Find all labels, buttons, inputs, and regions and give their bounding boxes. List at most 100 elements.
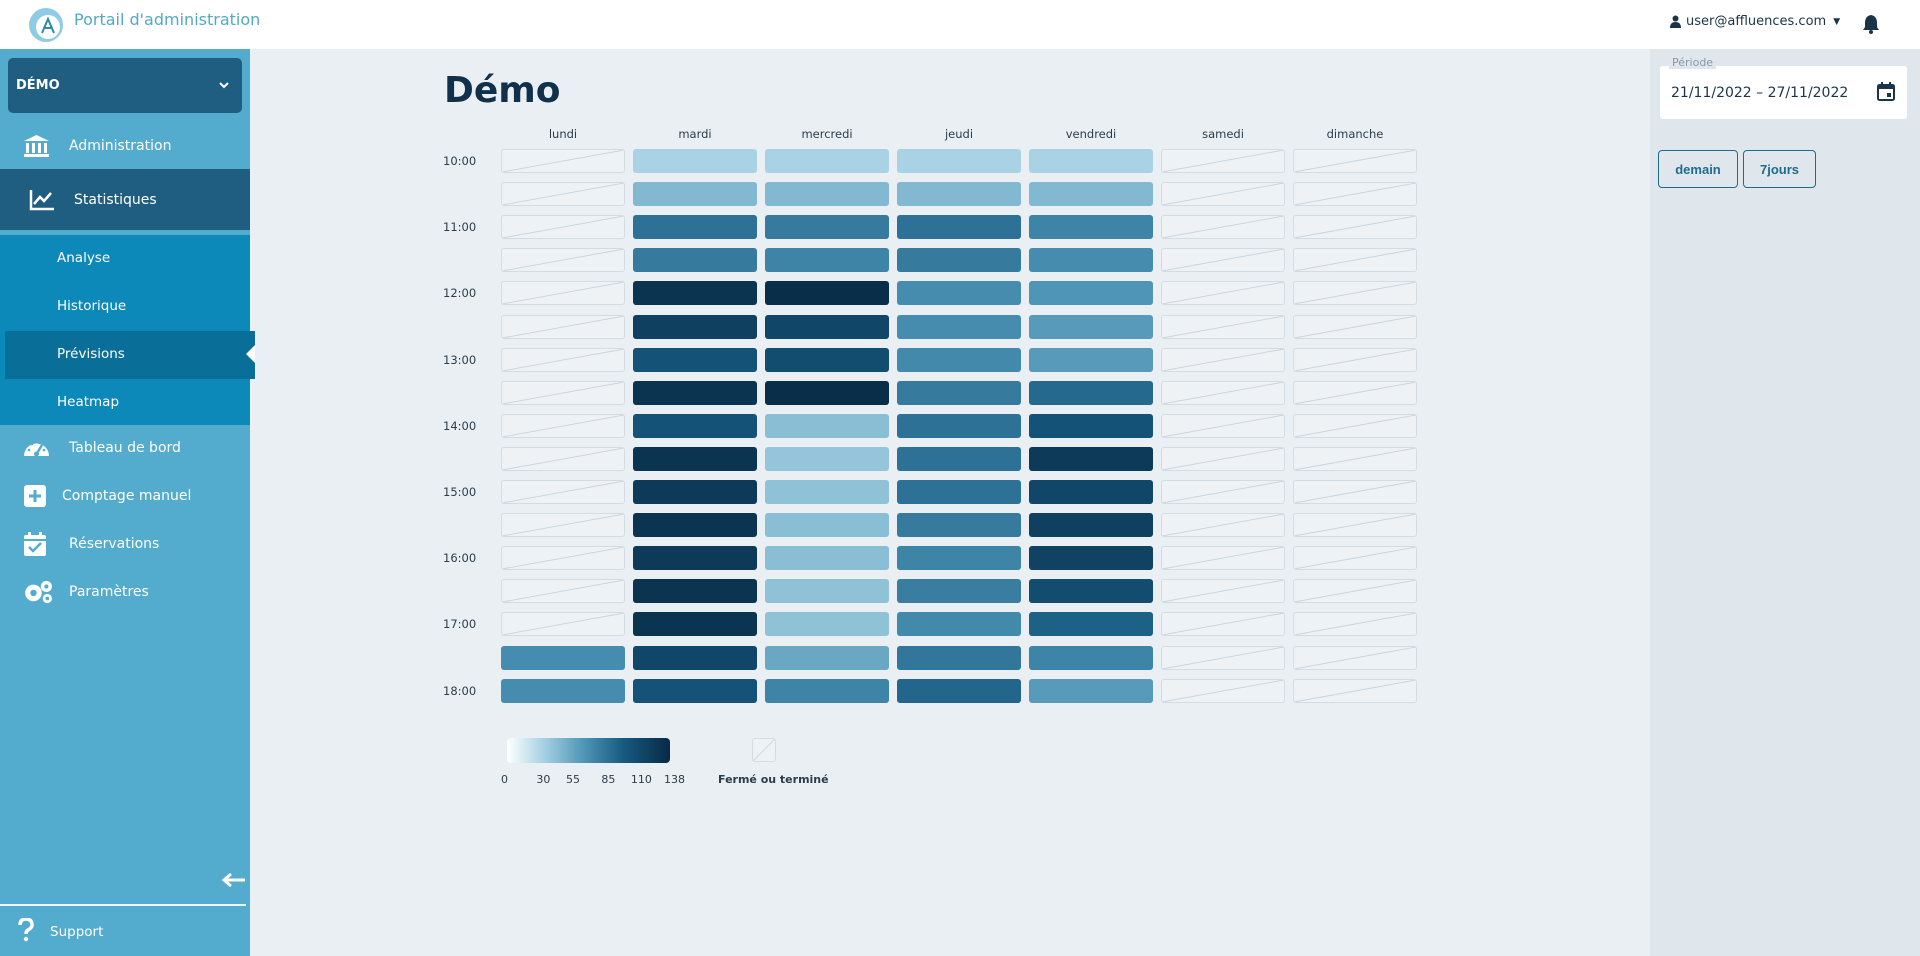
heatmap-cell[interactable]: [1029, 380, 1153, 405]
heatmap-cell[interactable]: [1029, 347, 1153, 372]
heatmap-cell[interactable]: [633, 480, 757, 504]
heatmap-cell-closed[interactable]: [1161, 347, 1285, 372]
heatmap-cell[interactable]: [633, 612, 757, 637]
heatmap-cell[interactable]: [501, 678, 625, 703]
heatmap-cell[interactable]: [897, 612, 1021, 637]
heatmap-cell[interactable]: [633, 347, 757, 372]
collapse-sidebar-arrow-icon[interactable]: [221, 872, 247, 888]
heatmap-cell-closed[interactable]: [501, 579, 625, 604]
heatmap-cell-closed[interactable]: [1161, 446, 1285, 471]
heatmap-cell-closed[interactable]: [501, 215, 625, 240]
heatmap-cell-closed[interactable]: [1293, 380, 1417, 405]
heatmap-cell[interactable]: [897, 149, 1021, 173]
heatmap-cell-closed[interactable]: [1293, 413, 1417, 438]
sidebar-item-administration[interactable]: Administration: [0, 124, 250, 168]
heatmap-cell-closed[interactable]: [1161, 513, 1285, 538]
heatmap-cell-closed[interactable]: [1161, 546, 1285, 571]
heatmap-cell[interactable]: [897, 182, 1021, 207]
heatmap-cell-closed[interactable]: [1293, 645, 1417, 670]
heatmap-cell[interactable]: [633, 413, 757, 438]
heatmap-cell[interactable]: [897, 413, 1021, 438]
heatmap-cell[interactable]: [633, 546, 757, 571]
heatmap-cell[interactable]: [1029, 182, 1153, 207]
heatmap-cell[interactable]: [765, 579, 889, 604]
heatmap-cell[interactable]: [765, 380, 889, 405]
heatmap-cell[interactable]: [897, 215, 1021, 240]
heatmap-cell[interactable]: [765, 446, 889, 471]
heatmap-cell[interactable]: [765, 215, 889, 240]
heatmap-cell-closed[interactable]: [501, 281, 625, 306]
sidebar-item-statistiques[interactable]: Statistiques: [0, 169, 250, 230]
heatmap-cell-closed[interactable]: [1161, 380, 1285, 405]
heatmap-cell[interactable]: [1029, 215, 1153, 240]
heatmap-cell-closed[interactable]: [501, 314, 625, 339]
heatmap-cell-closed[interactable]: [1161, 645, 1285, 670]
heatmap-cell-closed[interactable]: [1161, 281, 1285, 306]
heatmap-cell[interactable]: [765, 149, 889, 173]
user-menu[interactable]: user@affluences.com ▼: [1670, 14, 1840, 29]
heatmap-cell[interactable]: [633, 215, 757, 240]
heatmap-cell[interactable]: [765, 347, 889, 372]
heatmap-cell-closed[interactable]: [1293, 281, 1417, 306]
heatmap-cell-closed[interactable]: [501, 413, 625, 438]
heatmap-cell[interactable]: [765, 182, 889, 207]
heatmap-cell[interactable]: [1029, 314, 1153, 339]
heatmap-cell-closed[interactable]: [1161, 480, 1285, 504]
heatmap-cell[interactable]: [765, 480, 889, 504]
heatmap-cell[interactable]: [897, 314, 1021, 339]
heatmap-cell[interactable]: [1029, 678, 1153, 703]
heatmap-cell-closed[interactable]: [1161, 182, 1285, 207]
heatmap-cell-closed[interactable]: [501, 546, 625, 571]
heatmap-cell[interactable]: [897, 380, 1021, 405]
heatmap-cell[interactable]: [897, 546, 1021, 571]
heatmap-cell[interactable]: [897, 281, 1021, 306]
heatmap-cell-closed[interactable]: [1161, 248, 1285, 273]
heatmap-cell[interactable]: [1029, 248, 1153, 273]
heatmap-cell-closed[interactable]: [501, 513, 625, 538]
heatmap-cell[interactable]: [633, 678, 757, 703]
heatmap-cell[interactable]: [765, 248, 889, 273]
heatmap-cell[interactable]: [897, 480, 1021, 504]
site-selector[interactable]: DÉMO: [8, 58, 242, 113]
heatmap-cell[interactable]: [897, 678, 1021, 703]
heatmap-cell[interactable]: [633, 380, 757, 405]
heatmap-cell[interactable]: [633, 182, 757, 207]
submenu-item-historique[interactable]: Historique: [5, 283, 255, 331]
app-title[interactable]: Portail d'administration: [74, 10, 261, 29]
heatmap-cell-closed[interactable]: [501, 182, 625, 207]
heatmap-cell-closed[interactable]: [501, 347, 625, 372]
affluences-logo-icon[interactable]: [27, 6, 65, 44]
heatmap-cell[interactable]: [897, 446, 1021, 471]
heatmap-cell-closed[interactable]: [1161, 612, 1285, 637]
heatmap-cell-closed[interactable]: [501, 380, 625, 405]
heatmap-cell-closed[interactable]: [501, 480, 625, 504]
heatmap-cell[interactable]: [765, 546, 889, 571]
heatmap-cell[interactable]: [765, 413, 889, 438]
heatmap-cell-closed[interactable]: [1161, 678, 1285, 703]
heatmap-cell[interactable]: [897, 248, 1021, 273]
heatmap-cell[interactable]: [1029, 645, 1153, 670]
heatmap-cell-closed[interactable]: [1293, 513, 1417, 538]
bell-icon[interactable]: [1862, 14, 1880, 34]
heatmap-cell-closed[interactable]: [1293, 182, 1417, 207]
heatmap-cell[interactable]: [897, 579, 1021, 604]
demain-button[interactable]: demain: [1658, 150, 1738, 188]
heatmap-cell[interactable]: [1029, 149, 1153, 173]
heatmap-cell[interactable]: [633, 314, 757, 339]
heatmap-cell[interactable]: [633, 645, 757, 670]
heatmap-cell-closed[interactable]: [1293, 480, 1417, 504]
heatmap-cell-closed[interactable]: [1293, 446, 1417, 471]
heatmap-cell-closed[interactable]: [1293, 347, 1417, 372]
submenu-item-previsions[interactable]: Prévisions: [5, 331, 255, 379]
heatmap-cell-closed[interactable]: [1161, 579, 1285, 604]
heatmap-cell[interactable]: [1029, 579, 1153, 604]
heatmap-cell[interactable]: [897, 347, 1021, 372]
heatmap-cell[interactable]: [1029, 546, 1153, 571]
calendar-icon[interactable]: [1877, 82, 1895, 101]
heatmap-cell[interactable]: [765, 645, 889, 670]
heatmap-cell-closed[interactable]: [1293, 612, 1417, 637]
heatmap-cell-closed[interactable]: [501, 149, 625, 173]
heatmap-cell-closed[interactable]: [1293, 546, 1417, 571]
heatmap-cell-closed[interactable]: [1293, 215, 1417, 240]
heatmap-cell-closed[interactable]: [1161, 149, 1285, 173]
